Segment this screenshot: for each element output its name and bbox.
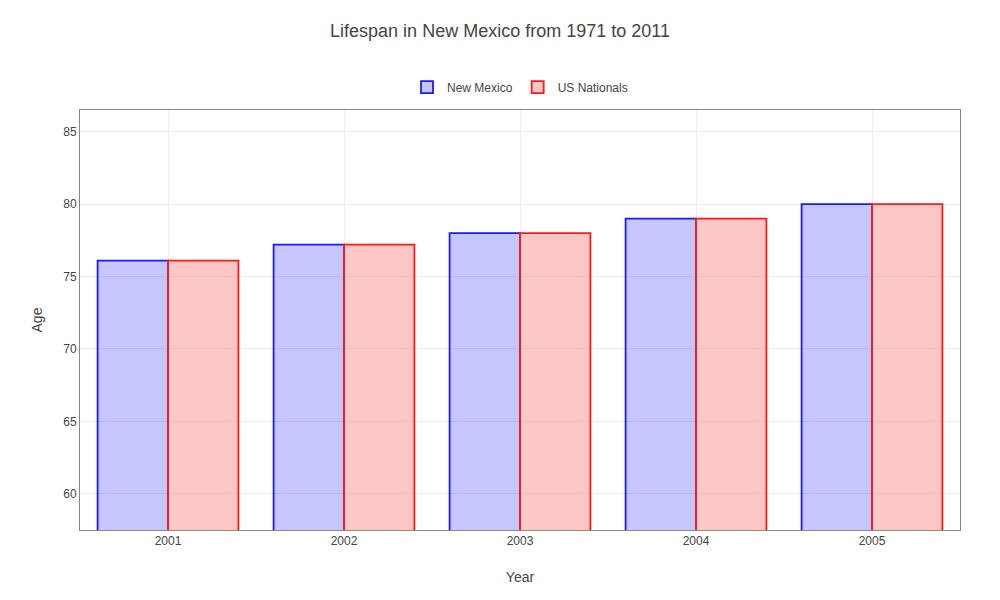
svg-text:Age: Age bbox=[29, 307, 45, 332]
svg-text:2005: 2005 bbox=[859, 534, 886, 548]
svg-text:New Mexico: New Mexico bbox=[447, 81, 513, 95]
svg-text:2001: 2001 bbox=[155, 534, 182, 548]
svg-text:2004: 2004 bbox=[683, 534, 710, 548]
svg-text:80: 80 bbox=[63, 197, 77, 211]
svg-text:65: 65 bbox=[63, 415, 77, 429]
svg-text:Lifespan in New Mexico from 19: Lifespan in New Mexico from 1971 to 2011 bbox=[330, 21, 670, 41]
svg-text:2003: 2003 bbox=[507, 534, 534, 548]
svg-text:2002: 2002 bbox=[331, 534, 358, 548]
svg-text:70: 70 bbox=[63, 342, 77, 356]
svg-text:85: 85 bbox=[63, 125, 77, 139]
svg-text:75: 75 bbox=[63, 270, 77, 284]
svg-text:60: 60 bbox=[63, 487, 77, 501]
svg-text:US Nationals: US Nationals bbox=[558, 81, 628, 95]
svg-text:Year: Year bbox=[506, 569, 535, 585]
